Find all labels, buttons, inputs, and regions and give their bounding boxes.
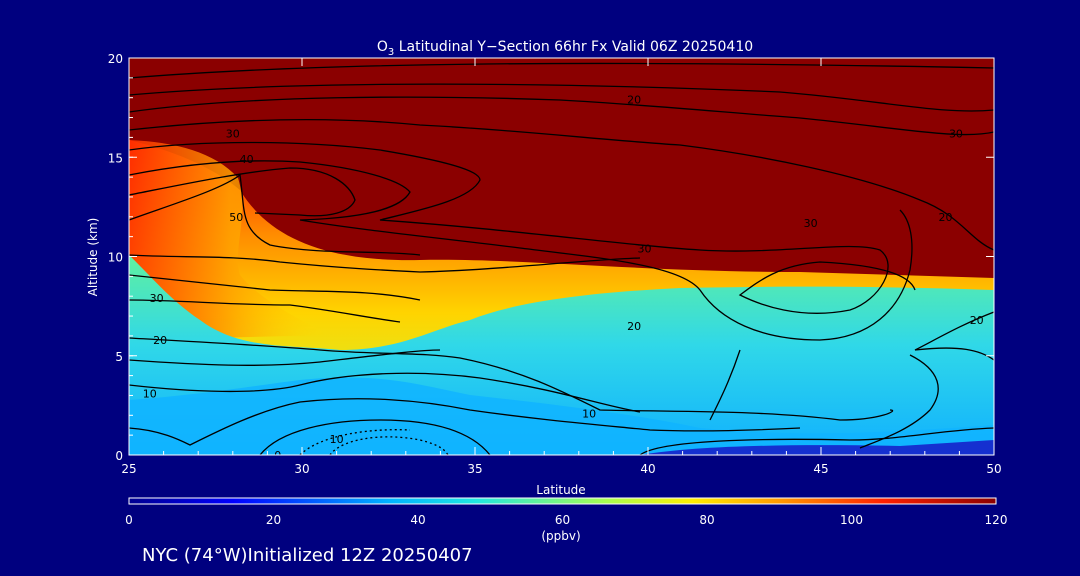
contour-line bbox=[129, 83, 994, 112]
footer-run-info: NYC (74°W)Initialized 12Z 20250407 bbox=[142, 545, 473, 566]
contour-line bbox=[129, 398, 801, 446]
y-axis: 0 5 10 15 20 bbox=[108, 52, 994, 463]
y-tick-label: 15 bbox=[108, 151, 123, 165]
colorbar-unit: (ppbv) bbox=[541, 529, 580, 543]
near-surface-region bbox=[129, 377, 994, 455]
contour-label: 10 bbox=[143, 387, 157, 400]
contour-label: 30 bbox=[804, 217, 818, 230]
contour-line bbox=[129, 96, 994, 136]
contour-line bbox=[129, 141, 916, 314]
contour-line bbox=[259, 419, 491, 455]
contour-line bbox=[709, 349, 741, 421]
colorbar-tick-label: 100 bbox=[840, 513, 863, 527]
contour-line bbox=[129, 118, 994, 251]
colorbar-tick-label: 60 bbox=[555, 513, 570, 527]
contour-label: 20 bbox=[627, 94, 641, 107]
x-tick-label: 25 bbox=[121, 462, 136, 476]
colorbar-tick-label: 40 bbox=[410, 513, 425, 527]
contour-line bbox=[914, 311, 994, 361]
contour-label: 50 bbox=[229, 211, 243, 224]
contour-label: 0 bbox=[274, 449, 281, 462]
x-tick-label: 30 bbox=[294, 462, 309, 476]
x-tick-label: 50 bbox=[986, 462, 1001, 476]
colorbar-tick-label: 80 bbox=[699, 513, 714, 527]
contour-line bbox=[129, 173, 421, 256]
contour-line bbox=[129, 167, 356, 217]
contour-label: 30 bbox=[150, 292, 164, 305]
contour-line bbox=[859, 354, 939, 449]
x-axis: 25 30 35 40 45 50 bbox=[121, 58, 1002, 476]
x-tick-label: 45 bbox=[813, 462, 828, 476]
colorbar-tick-label: 120 bbox=[985, 513, 1008, 527]
y-tick-label: 5 bbox=[115, 350, 123, 364]
contour-line bbox=[129, 254, 641, 273]
x-axis-label: Latitude bbox=[536, 483, 585, 497]
y-tick-label: 0 bbox=[115, 449, 123, 463]
contour-line bbox=[129, 160, 913, 341]
colorbar-ticks: 0 20 40 60 80 100 120 bbox=[125, 513, 1007, 527]
colorbar-tick-label: 0 bbox=[125, 513, 133, 527]
contour-label: 20 bbox=[627, 320, 641, 333]
contour-line bbox=[129, 372, 641, 413]
contour-lines bbox=[129, 62, 994, 455]
x-tick-label: 40 bbox=[640, 462, 655, 476]
contour-label: 20 bbox=[939, 211, 953, 224]
contour-label: 30 bbox=[226, 127, 240, 140]
contour-label: 30 bbox=[949, 127, 963, 140]
contour-label: 40 bbox=[240, 153, 254, 166]
y-axis-label: Altitude (km) bbox=[86, 218, 100, 297]
contour-line bbox=[129, 62, 994, 79]
x-tick-label: 35 bbox=[467, 462, 482, 476]
chart-title: O3 Latitudinal Y−Section 66hr Fx Valid 0… bbox=[377, 39, 753, 58]
contour-line bbox=[129, 349, 441, 366]
contour-label: 10 bbox=[330, 433, 344, 446]
left-warm-region bbox=[129, 140, 330, 340]
colorbar bbox=[128, 497, 997, 505]
contour-line bbox=[129, 274, 421, 301]
contour-label: 10 bbox=[582, 407, 596, 420]
contour-line bbox=[129, 337, 893, 421]
surface-minimum-region bbox=[640, 440, 994, 455]
contour-label: 30 bbox=[638, 243, 652, 256]
contour-line bbox=[129, 299, 401, 323]
contour-label: 20 bbox=[153, 334, 167, 347]
y-tick-label: 10 bbox=[108, 251, 123, 265]
contour-line bbox=[329, 436, 449, 455]
contour-line bbox=[639, 427, 994, 455]
y-tick-label: 20 bbox=[108, 52, 123, 66]
contour-label: 20 bbox=[970, 314, 984, 327]
colorbar-tick-label: 20 bbox=[266, 513, 281, 527]
